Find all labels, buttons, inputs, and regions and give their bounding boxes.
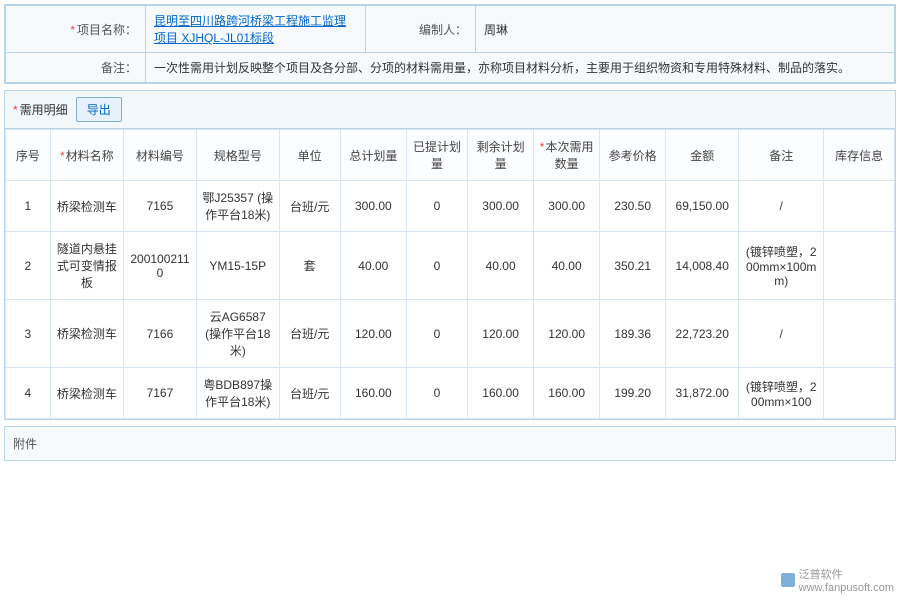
col-7: 剩余计划量	[468, 130, 534, 181]
table-cell: 7165	[123, 181, 196, 232]
detail-panel: 需用明细 导出 序号材料名称材料编号规格型号单位总计划量已提计划量剩余计划量本次…	[4, 90, 896, 420]
table-cell: 2	[6, 232, 51, 300]
table-cell: (镀锌喷塑，200mm×100	[739, 368, 824, 419]
col-10: 金额	[666, 130, 739, 181]
detail-title: 需用明细	[13, 101, 68, 118]
table-cell: 桥梁检测车	[50, 368, 123, 419]
remark-label: 备注：	[101, 61, 137, 75]
table-cell: 120.00	[534, 300, 600, 368]
editor-name: 周琳	[484, 23, 508, 37]
project-info-panel: 项目名称： 昆明至四川路跨河桥梁工程施工监理项目 XJHQL-JL01标段 编制…	[4, 4, 896, 84]
table-cell: 199.20	[600, 368, 666, 419]
col-8: 本次需用数量	[534, 130, 600, 181]
table-cell: 云AG6587 (操作平台18米)	[196, 300, 279, 368]
table-cell: 40.00	[340, 232, 406, 300]
col-12: 库存信息	[824, 130, 895, 181]
table-cell: 40.00	[534, 232, 600, 300]
table-cell: 160.00	[468, 368, 534, 419]
table-cell: (镀锌喷塑，200mm×100mm)	[739, 232, 824, 300]
table-cell: 350.21	[600, 232, 666, 300]
project-name-link[interactable]: 昆明至四川路跨河桥梁工程施工监理项目 XJHQL-JL01标段	[154, 14, 346, 45]
table-cell: 套	[279, 232, 340, 300]
table-cell: 台班/元	[279, 300, 340, 368]
table-cell: 7166	[123, 300, 196, 368]
detail-header: 需用明细 导出	[5, 91, 895, 129]
col-5: 总计划量	[340, 130, 406, 181]
table-cell: 3	[6, 300, 51, 368]
col-9: 参考价格	[600, 130, 666, 181]
col-4: 单位	[279, 130, 340, 181]
project-name-label: 项目名称：	[70, 23, 137, 37]
table-cell: 0	[406, 232, 467, 300]
table-cell: 粤BDB897操作平台18米)	[196, 368, 279, 419]
editor-label: 编制人：	[419, 23, 467, 37]
table-cell	[824, 300, 895, 368]
col-6: 已提计划量	[406, 130, 467, 181]
col-3: 规格型号	[196, 130, 279, 181]
table-cell: 120.00	[468, 300, 534, 368]
table-cell: 台班/元	[279, 181, 340, 232]
table-row[interactable]: 1桥梁检测车7165鄂J25357 (操作平台18米)台班/元300.00030…	[6, 181, 895, 232]
col-11: 备注	[739, 130, 824, 181]
table-row[interactable]: 4桥梁检测车7167粤BDB897操作平台18米)台班/元160.000160.…	[6, 368, 895, 419]
table-cell: 120.00	[340, 300, 406, 368]
table-cell: 300.00	[468, 181, 534, 232]
table-cell	[824, 368, 895, 419]
table-cell: /	[739, 300, 824, 368]
table-row[interactable]: 2隧道内悬挂式可变情报板2001002110YM15-15P套40.00040.…	[6, 232, 895, 300]
table-cell: 鄂J25357 (操作平台18米)	[196, 181, 279, 232]
table-cell: 300.00	[534, 181, 600, 232]
table-cell: 台班/元	[279, 368, 340, 419]
table-cell: 桥梁检测车	[50, 300, 123, 368]
detail-grid: 序号材料名称材料编号规格型号单位总计划量已提计划量剩余计划量本次需用数量参考价格…	[5, 129, 895, 419]
table-cell: 300.00	[340, 181, 406, 232]
table-cell: 4	[6, 368, 51, 419]
watermark-icon	[781, 573, 795, 587]
table-cell: 189.36	[600, 300, 666, 368]
table-cell: 0	[406, 368, 467, 419]
attachments-label: 附件	[13, 437, 37, 451]
col-0: 序号	[6, 130, 51, 181]
watermark: 泛普软件 www.fanpusoft.com	[781, 566, 894, 594]
table-cell: 160.00	[340, 368, 406, 419]
table-cell: /	[739, 181, 824, 232]
table-cell: 桥梁检测车	[50, 181, 123, 232]
table-cell: YM15-15P	[196, 232, 279, 300]
table-cell: 14,008.40	[666, 232, 739, 300]
table-cell: 隧道内悬挂式可变情报板	[50, 232, 123, 300]
table-cell	[824, 181, 895, 232]
col-2: 材料编号	[123, 130, 196, 181]
detail-grid-wrap[interactable]: 序号材料名称材料编号规格型号单位总计划量已提计划量剩余计划量本次需用数量参考价格…	[5, 129, 895, 419]
grid-header-row: 序号材料名称材料编号规格型号单位总计划量已提计划量剩余计划量本次需用数量参考价格…	[6, 130, 895, 181]
table-row[interactable]: 3桥梁检测车7166云AG6587 (操作平台18米)台班/元120.00012…	[6, 300, 895, 368]
table-cell: 230.50	[600, 181, 666, 232]
table-cell: 160.00	[534, 368, 600, 419]
table-cell: 2001002110	[123, 232, 196, 300]
project-info-table: 项目名称： 昆明至四川路跨河桥梁工程施工监理项目 XJHQL-JL01标段 编制…	[5, 5, 895, 83]
remark-text: 一次性需用计划反映整个项目及各分部、分项的材料需用量，亦称项目材料分析，主要用于…	[154, 61, 850, 75]
table-cell: 40.00	[468, 232, 534, 300]
table-cell: 1	[6, 181, 51, 232]
table-cell: 0	[406, 181, 467, 232]
table-cell: 22,723.20	[666, 300, 739, 368]
table-cell: 7167	[123, 368, 196, 419]
watermark-brand: 泛普软件	[799, 566, 894, 582]
table-cell: 31,872.00	[666, 368, 739, 419]
table-cell: 69,150.00	[666, 181, 739, 232]
watermark-site: www.fanpusoft.com	[799, 582, 894, 594]
attachments-panel: 附件	[4, 426, 896, 461]
col-1: 材料名称	[50, 130, 123, 181]
table-cell: 0	[406, 300, 467, 368]
table-cell	[824, 232, 895, 300]
export-button[interactable]: 导出	[76, 97, 122, 122]
